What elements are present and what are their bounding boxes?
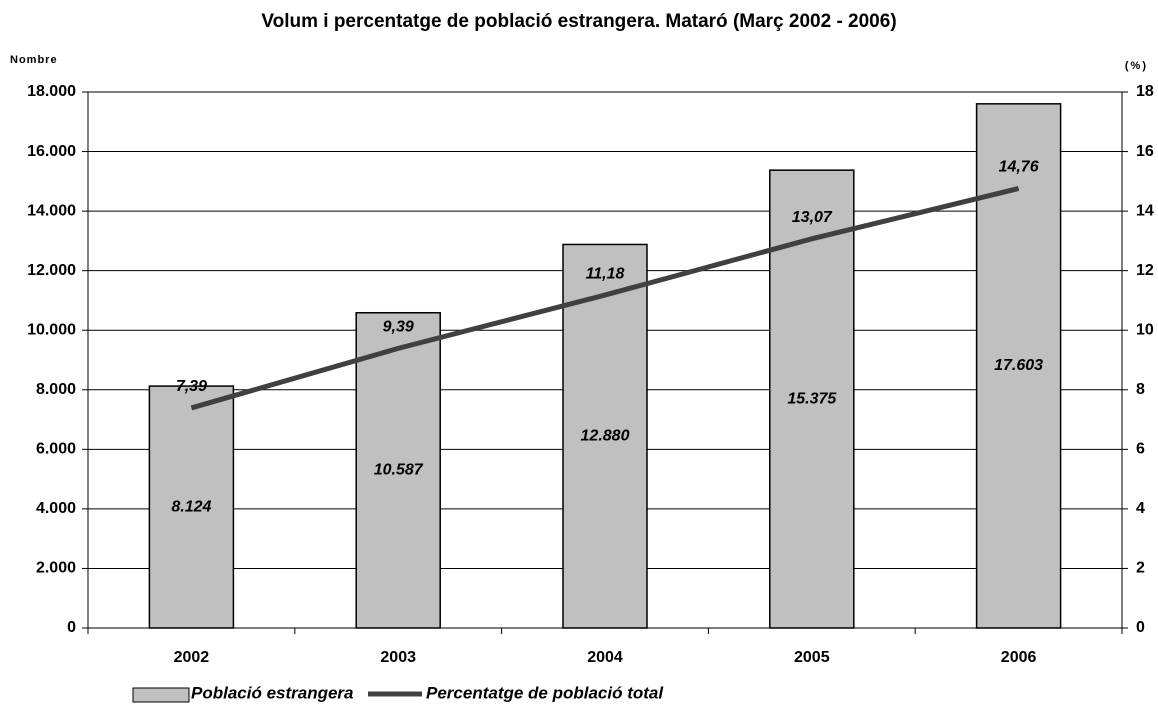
bar — [562, 243, 648, 629]
y-tick-label: 0 — [67, 619, 76, 636]
bar — [355, 311, 441, 629]
y-tick-label: 16.000 — [27, 143, 76, 160]
y2-tick-label: 0 — [1136, 619, 1145, 636]
x-tick-label: 2003 — [380, 649, 416, 666]
bar — [148, 385, 235, 629]
line — [190, 186, 1020, 411]
line-value-label: 13,07 — [792, 209, 833, 226]
chart-title: Volum i percentatge de població estrange… — [261, 11, 896, 32]
bar-value-label: 12.880 — [581, 427, 630, 444]
y2-tick-label: 6 — [1136, 441, 1145, 458]
y2-tick-label: 10 — [1136, 321, 1154, 338]
legend-label: Població estrangera — [191, 683, 354, 702]
y-tick-label: 10.000 — [27, 321, 76, 338]
y2-tick-label: 12 — [1136, 262, 1154, 279]
bar-value-label: 15.375 — [787, 390, 837, 407]
bar — [975, 103, 1062, 629]
y-tick-label: 18.000 — [27, 83, 76, 100]
line-value-label: 14,76 — [999, 159, 1039, 176]
y-axis-label: Nombre — [10, 54, 58, 66]
line-value-label: 7,39 — [176, 378, 207, 395]
bar-value-label: 17.603 — [994, 357, 1043, 374]
y-tick-label: 12.000 — [27, 262, 76, 279]
bar-value-label: 10.587 — [374, 462, 424, 479]
line-value-label: 9,39 — [383, 319, 414, 336]
line-value-label: 11,18 — [586, 265, 625, 282]
y2-tick-label: 14 — [1136, 202, 1154, 219]
y2-axis-label: (%) — [1125, 60, 1148, 72]
y2-tick-label: 16 — [1136, 143, 1154, 160]
y-tick-label: 14.000 — [27, 202, 76, 219]
y2-tick-label: 2 — [1136, 560, 1145, 577]
x-tick-label: 2002 — [174, 649, 210, 666]
y-tick-label: 8.000 — [36, 381, 76, 398]
x-tick-label: 2004 — [587, 649, 623, 666]
legend-swatch — [132, 687, 190, 703]
y2-tick-label: 18 — [1136, 83, 1154, 100]
legend-label: Percentatge de població total — [426, 683, 664, 702]
bar-value-label: 8.124 — [171, 498, 211, 515]
x-tick-label: 2005 — [794, 649, 830, 666]
y2-tick-label: 8 — [1136, 381, 1145, 398]
y-tick-label: 4.000 — [36, 500, 76, 517]
y-tick-label: 2.000 — [36, 560, 76, 577]
y2-tick-label: 4 — [1136, 500, 1145, 517]
y-tick-label: 6.000 — [36, 441, 76, 458]
x-tick-label: 2006 — [1001, 649, 1037, 666]
